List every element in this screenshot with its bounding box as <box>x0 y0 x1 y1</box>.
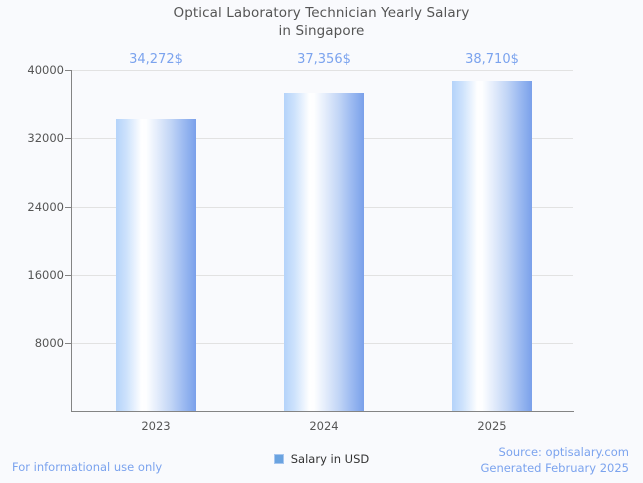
bar-value-label-2025: 38,710$ <box>465 52 519 67</box>
bar-2025[interactable] <box>452 81 532 411</box>
chart-legend: Salary in USD <box>0 452 643 466</box>
footer-generated-date: Generated February 2025 <box>480 461 629 475</box>
footer-disclaimer: For informational use only <box>12 460 163 474</box>
x-tick-label-2024: 2024 <box>309 419 339 433</box>
y-tick-label-32000: 32000 <box>27 131 64 145</box>
y-tick-mark-16000 <box>65 275 72 276</box>
y-tick-label-8000: 8000 <box>34 336 64 350</box>
x-axis-line <box>71 411 574 412</box>
footer-source-block: Source: optisalary.com Generated Februar… <box>480 444 629 476</box>
gridline-40000 <box>72 70 573 71</box>
y-tick-label-40000: 40000 <box>27 63 64 77</box>
y-tick-label-24000: 24000 <box>27 200 64 214</box>
chart-title: Optical Laboratory Technician Yearly Sal… <box>0 4 643 40</box>
plot-area <box>72 70 573 411</box>
chart-title-line-1: Optical Laboratory Technician Yearly Sal… <box>173 5 470 21</box>
y-tick-label-16000: 16000 <box>27 268 64 282</box>
bar-2024[interactable] <box>284 92 364 411</box>
y-tick-mark-24000 <box>65 207 72 208</box>
legend-swatch-icon <box>273 454 284 464</box>
bar-value-label-2024: 37,356$ <box>297 52 351 67</box>
footer-source: Source: optisalary.com <box>498 445 629 459</box>
y-tick-mark-32000 <box>65 138 72 139</box>
legend-item-label-salary[interactable]: Salary in USD <box>290 452 370 466</box>
y-tick-mark-40000 <box>65 70 72 71</box>
bar-value-label-2023: 34,272$ <box>129 52 183 67</box>
x-tick-label-2023: 2023 <box>141 419 171 433</box>
x-tick-label-2025: 2025 <box>477 419 507 433</box>
bar-2023[interactable] <box>116 118 196 411</box>
chart-title-line-2: in Singapore <box>278 23 365 39</box>
y-tick-mark-8000 <box>65 343 72 344</box>
y-axis-line <box>71 70 72 412</box>
